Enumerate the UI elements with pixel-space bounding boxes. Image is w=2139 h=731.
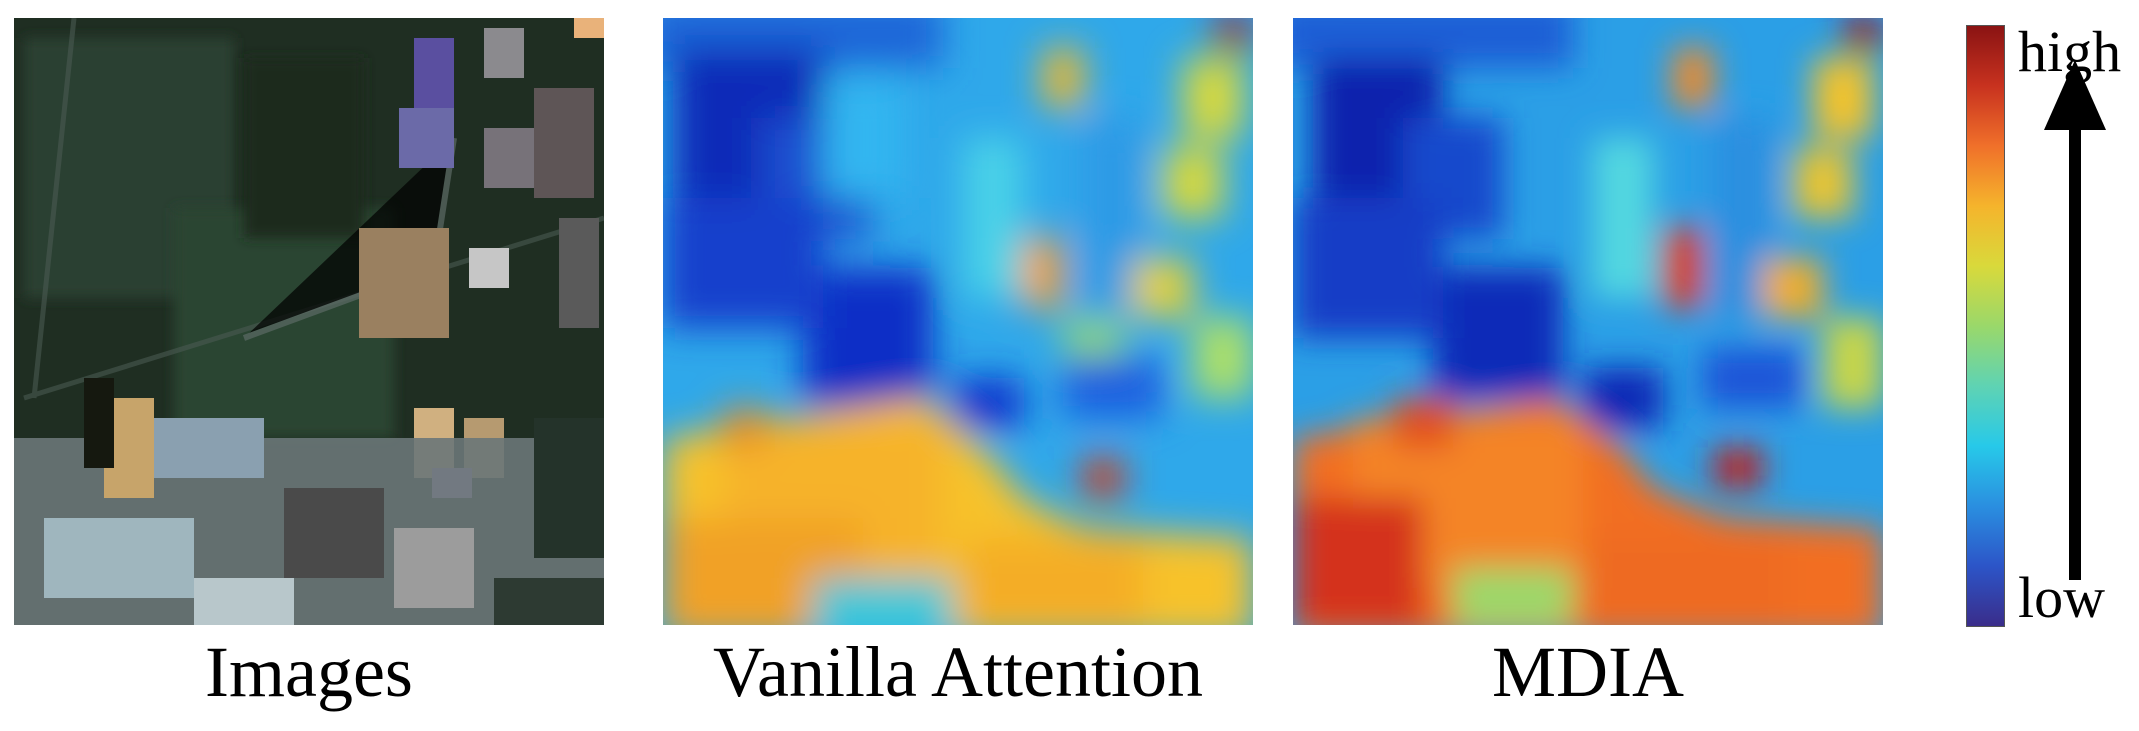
vanilla-attention-heatmap — [663, 18, 1253, 625]
caption-images: Images — [205, 632, 413, 712]
colorbar-high-label: high — [2018, 19, 2122, 84]
mdia-heatmap — [1293, 18, 1883, 625]
up-arrow-icon — [2044, 60, 2106, 580]
caption-vanilla-attention: Vanilla Attention — [713, 632, 1203, 712]
colorbar — [1966, 25, 2005, 627]
colorbar-low-label: low — [2018, 565, 2105, 630]
satellite-image — [14, 18, 604, 625]
caption-mdia: MDIA — [1492, 632, 1684, 712]
